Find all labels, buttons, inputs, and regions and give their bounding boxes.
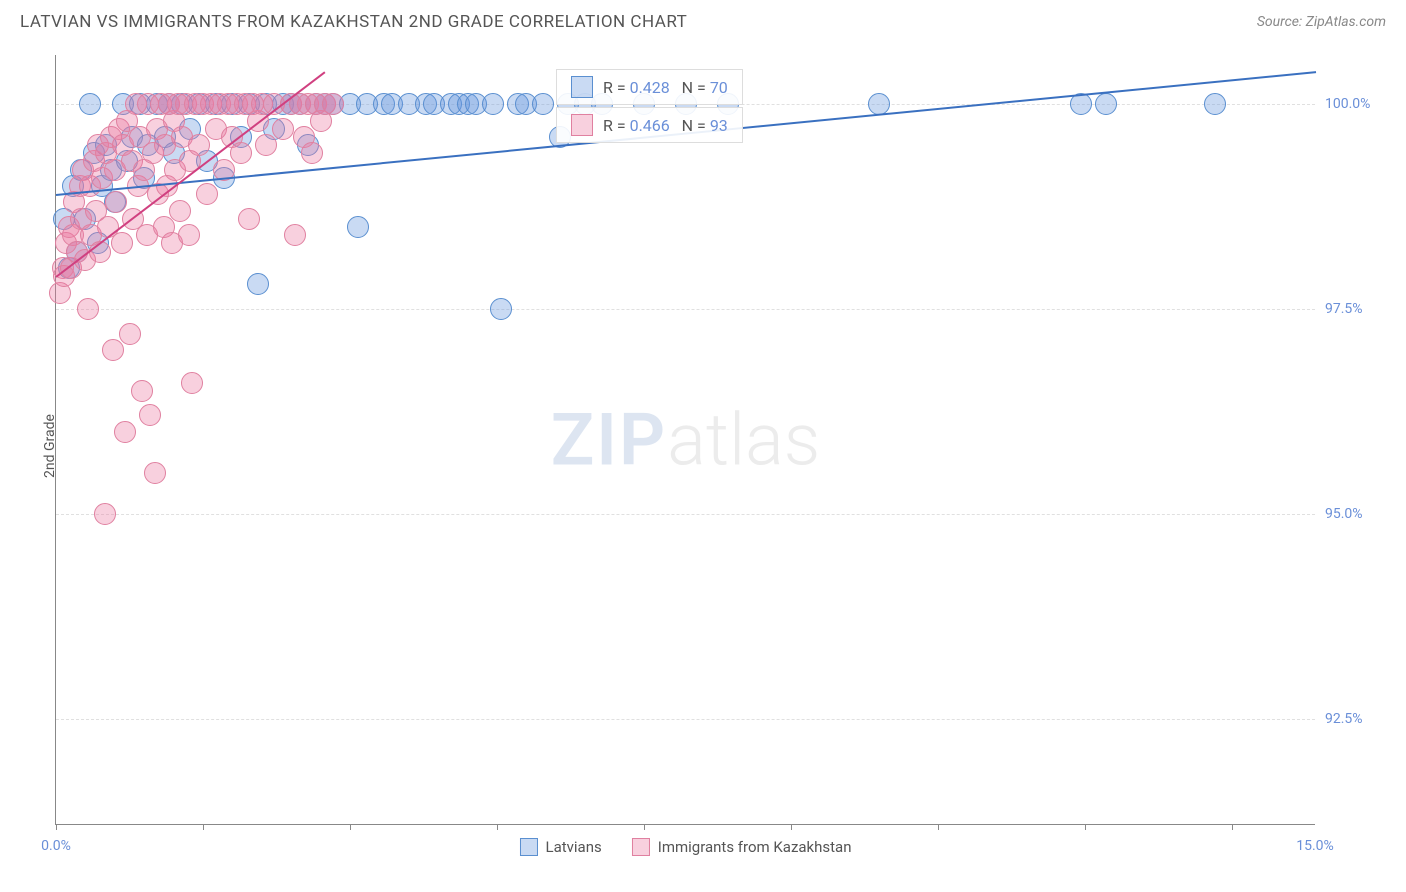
y-tick-label: 95.0% bbox=[1325, 506, 1395, 522]
data-point bbox=[247, 273, 269, 295]
swatch-latvians bbox=[571, 76, 593, 98]
legend-label-kazakhstan: Immigrants from Kazakhstan bbox=[658, 838, 852, 856]
data-point bbox=[322, 93, 344, 115]
data-point bbox=[119, 323, 141, 345]
stat-box-kazakhstan: R = 0.466 N = 93 bbox=[556, 107, 743, 143]
data-point bbox=[94, 503, 116, 525]
chart-title: LATVIAN VS IMMIGRANTS FROM KAZAKHSTAN 2N… bbox=[20, 12, 687, 32]
source-attribution: Source: ZipAtlas.com bbox=[1257, 14, 1386, 30]
gridline bbox=[56, 719, 1315, 720]
data-point bbox=[139, 404, 161, 426]
data-point bbox=[482, 93, 504, 115]
watermark: ZIPatlas bbox=[551, 397, 821, 482]
data-point bbox=[144, 462, 166, 484]
data-point bbox=[284, 224, 306, 246]
data-point bbox=[181, 372, 203, 394]
data-point bbox=[230, 142, 252, 164]
data-point bbox=[196, 183, 218, 205]
data-point bbox=[79, 93, 101, 115]
x-tick bbox=[791, 824, 792, 830]
data-point bbox=[490, 298, 512, 320]
legend-swatch-kazakhstan bbox=[632, 838, 650, 856]
x-tick bbox=[56, 824, 57, 830]
data-point bbox=[114, 421, 136, 443]
data-point bbox=[111, 232, 133, 254]
legend-swatch-latvians bbox=[519, 838, 537, 856]
stat-box-latvians: R = 0.428 N = 70 bbox=[556, 69, 743, 105]
data-point bbox=[1095, 93, 1117, 115]
x-axis-max-label: 15.0% bbox=[1296, 838, 1334, 854]
data-point bbox=[532, 93, 554, 115]
gridline bbox=[56, 309, 1315, 310]
x-tick bbox=[1085, 824, 1086, 830]
x-tick bbox=[1232, 824, 1233, 830]
data-point bbox=[272, 118, 294, 140]
data-point bbox=[238, 208, 260, 230]
data-point bbox=[77, 298, 99, 320]
x-tick bbox=[350, 824, 351, 830]
y-tick-label: 100.0% bbox=[1325, 96, 1395, 112]
x-axis-min-label: 0.0% bbox=[41, 838, 71, 854]
legend-item-kazakhstan: Immigrants from Kazakhstan bbox=[632, 838, 852, 856]
data-point bbox=[868, 93, 890, 115]
data-point bbox=[255, 134, 277, 156]
x-tick bbox=[203, 824, 204, 830]
legend-item-latvians: Latvians bbox=[519, 838, 601, 856]
legend: Latvians Immigrants from Kazakhstan bbox=[519, 838, 851, 856]
x-tick bbox=[497, 824, 498, 830]
chart-plot-area: ZIPatlas 92.5%95.0%97.5%100.0% R = 0.428… bbox=[55, 55, 1315, 825]
legend-label-latvians: Latvians bbox=[545, 838, 601, 856]
y-tick-label: 92.5% bbox=[1325, 711, 1395, 727]
data-point bbox=[131, 380, 153, 402]
data-point bbox=[105, 191, 127, 213]
data-point bbox=[102, 339, 124, 361]
data-point bbox=[188, 134, 210, 156]
gridline bbox=[56, 514, 1315, 515]
data-point bbox=[178, 224, 200, 246]
swatch-kazakhstan bbox=[571, 114, 593, 136]
data-point bbox=[301, 142, 323, 164]
data-point bbox=[169, 200, 191, 222]
data-point bbox=[1204, 93, 1226, 115]
data-point bbox=[347, 216, 369, 238]
x-tick bbox=[644, 824, 645, 830]
y-tick-label: 97.5% bbox=[1325, 301, 1395, 317]
x-tick bbox=[938, 824, 939, 830]
